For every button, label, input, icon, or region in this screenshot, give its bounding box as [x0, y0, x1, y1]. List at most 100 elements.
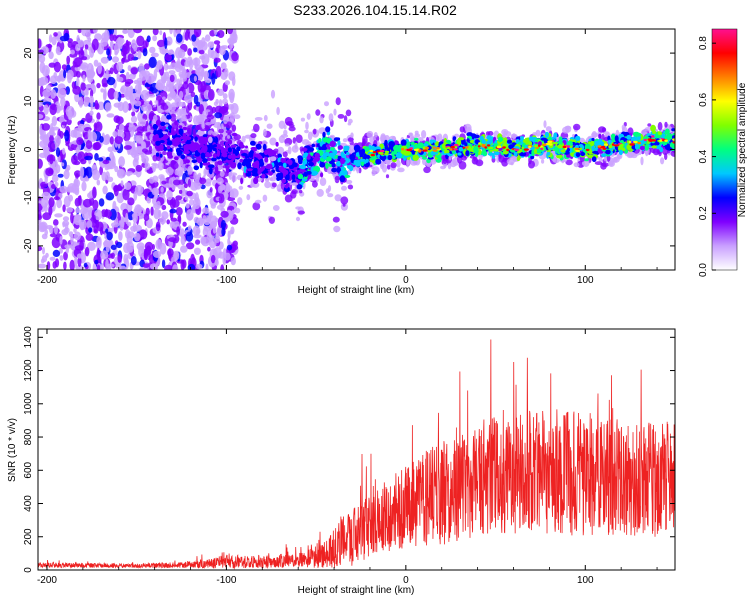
heatmap-blob	[132, 212, 138, 223]
heatmap-blob	[340, 196, 349, 205]
heatmap-blob	[122, 29, 129, 34]
heatmap-blob	[182, 126, 188, 131]
heatmap-blob	[282, 162, 287, 168]
heatmap-blob	[193, 29, 202, 38]
heatmap-blob	[97, 62, 102, 75]
heatmap-blob	[45, 167, 54, 177]
heatmap-blob	[575, 135, 581, 141]
heatmap-blob	[347, 144, 355, 152]
heatmap-blob	[49, 103, 57, 116]
heatmap-blob	[157, 160, 164, 171]
heatmap-blob	[655, 144, 662, 150]
heatmap-blob	[199, 161, 203, 169]
heatmap-blob	[118, 231, 123, 241]
heatmap-blob	[213, 40, 221, 45]
heatmap-hotspot	[372, 151, 377, 154]
heatmap-blob	[92, 263, 97, 270]
heatmap-blob	[553, 132, 558, 138]
heatmap-hotspot	[540, 147, 544, 150]
heatmap-blob	[150, 206, 154, 216]
heatmap-blob	[395, 152, 402, 159]
heatmap-blob	[202, 158, 208, 163]
heatmap-blob	[164, 109, 171, 113]
heatmap-blob	[300, 117, 305, 122]
heatmap-blob	[101, 135, 111, 146]
heatmap-blob	[124, 140, 131, 146]
heatmap-blob	[158, 217, 167, 225]
heatmap-blob	[353, 144, 361, 152]
colorbar-tick-label: 0.0	[698, 263, 709, 277]
heatmap-hotspot	[450, 145, 455, 149]
heatmap-blob	[87, 129, 92, 141]
heatmap-blob	[176, 108, 183, 117]
heatmap-blob	[90, 98, 94, 111]
heatmap-blob	[166, 114, 172, 120]
spectrogram-x-ticks: -200 -100 0 100	[37, 29, 658, 286]
heatmap-blob	[205, 122, 212, 126]
heatmap-blob	[136, 146, 143, 151]
heatmap-blob	[104, 102, 112, 112]
heatmap-blob	[170, 217, 178, 222]
heatmap-blob	[184, 31, 190, 41]
heatmap-blob	[237, 197, 243, 206]
heatmap-blob	[304, 152, 308, 157]
heatmap-blob	[48, 197, 55, 208]
heatmap-blob	[219, 45, 226, 56]
heatmap-blob	[73, 214, 82, 226]
heatmap-blob	[152, 154, 158, 162]
heatmap-blob	[422, 156, 427, 160]
heatmap-blob	[666, 133, 673, 140]
heatmap-blob	[194, 151, 201, 157]
heatmap-blob	[268, 216, 275, 224]
heatmap-blob	[202, 161, 208, 166]
heatmap-blob	[184, 93, 193, 104]
heatmap-blob	[183, 144, 190, 151]
heatmap-blob	[241, 135, 246, 143]
heatmap-blob	[142, 263, 150, 268]
heatmap-blob	[296, 184, 303, 190]
colorbar-tick-label: 0.4	[698, 149, 709, 163]
heatmap-blob	[132, 158, 139, 168]
heatmap-blob	[49, 127, 54, 136]
heatmap-blob	[315, 109, 321, 116]
heatmap-blob	[282, 151, 288, 158]
heatmap-blob	[349, 165, 354, 172]
heatmap-blob	[437, 133, 443, 142]
heatmap-blob	[464, 142, 468, 147]
heatmap-blob	[573, 162, 580, 168]
heatmap-blob	[247, 158, 253, 163]
heatmap-blob	[184, 195, 189, 201]
heatmap-blob	[231, 153, 236, 160]
heatmap-blob	[173, 142, 179, 147]
heatmap-blob	[334, 175, 340, 181]
heatmap-blob	[300, 169, 306, 173]
heatmap-blob	[199, 177, 207, 185]
heatmap-blob	[350, 132, 354, 138]
heatmap-hotspot	[391, 151, 398, 154]
heatmap-blob	[202, 136, 209, 143]
heatmap-blob	[58, 105, 64, 111]
heatmap-blob	[359, 158, 366, 162]
heatmap-blob	[212, 147, 217, 152]
heatmap-blob	[502, 150, 509, 155]
heatmap-blob	[167, 49, 174, 55]
heatmap-blob	[250, 146, 257, 151]
heatmap-blob	[62, 147, 66, 155]
heatmap-blob	[345, 179, 353, 185]
heatmap-blob	[273, 172, 278, 180]
heatmap-blob	[238, 185, 244, 190]
heatmap-blob	[355, 152, 360, 157]
heatmap-blob	[160, 104, 169, 110]
heatmap-blob	[206, 153, 213, 157]
heatmap-blob	[544, 131, 550, 139]
heatmap-blob	[123, 145, 132, 150]
heatmap-blob	[207, 246, 211, 252]
heatmap-hotspot	[533, 144, 538, 148]
heatmap-blob	[403, 152, 410, 156]
heatmap-blob	[168, 104, 177, 111]
heatmap-blob	[156, 200, 161, 208]
heatmap-blob	[94, 153, 99, 161]
heatmap-blob	[603, 131, 610, 135]
x-tick-label: -200	[37, 275, 57, 286]
heatmap-blob	[136, 35, 145, 47]
